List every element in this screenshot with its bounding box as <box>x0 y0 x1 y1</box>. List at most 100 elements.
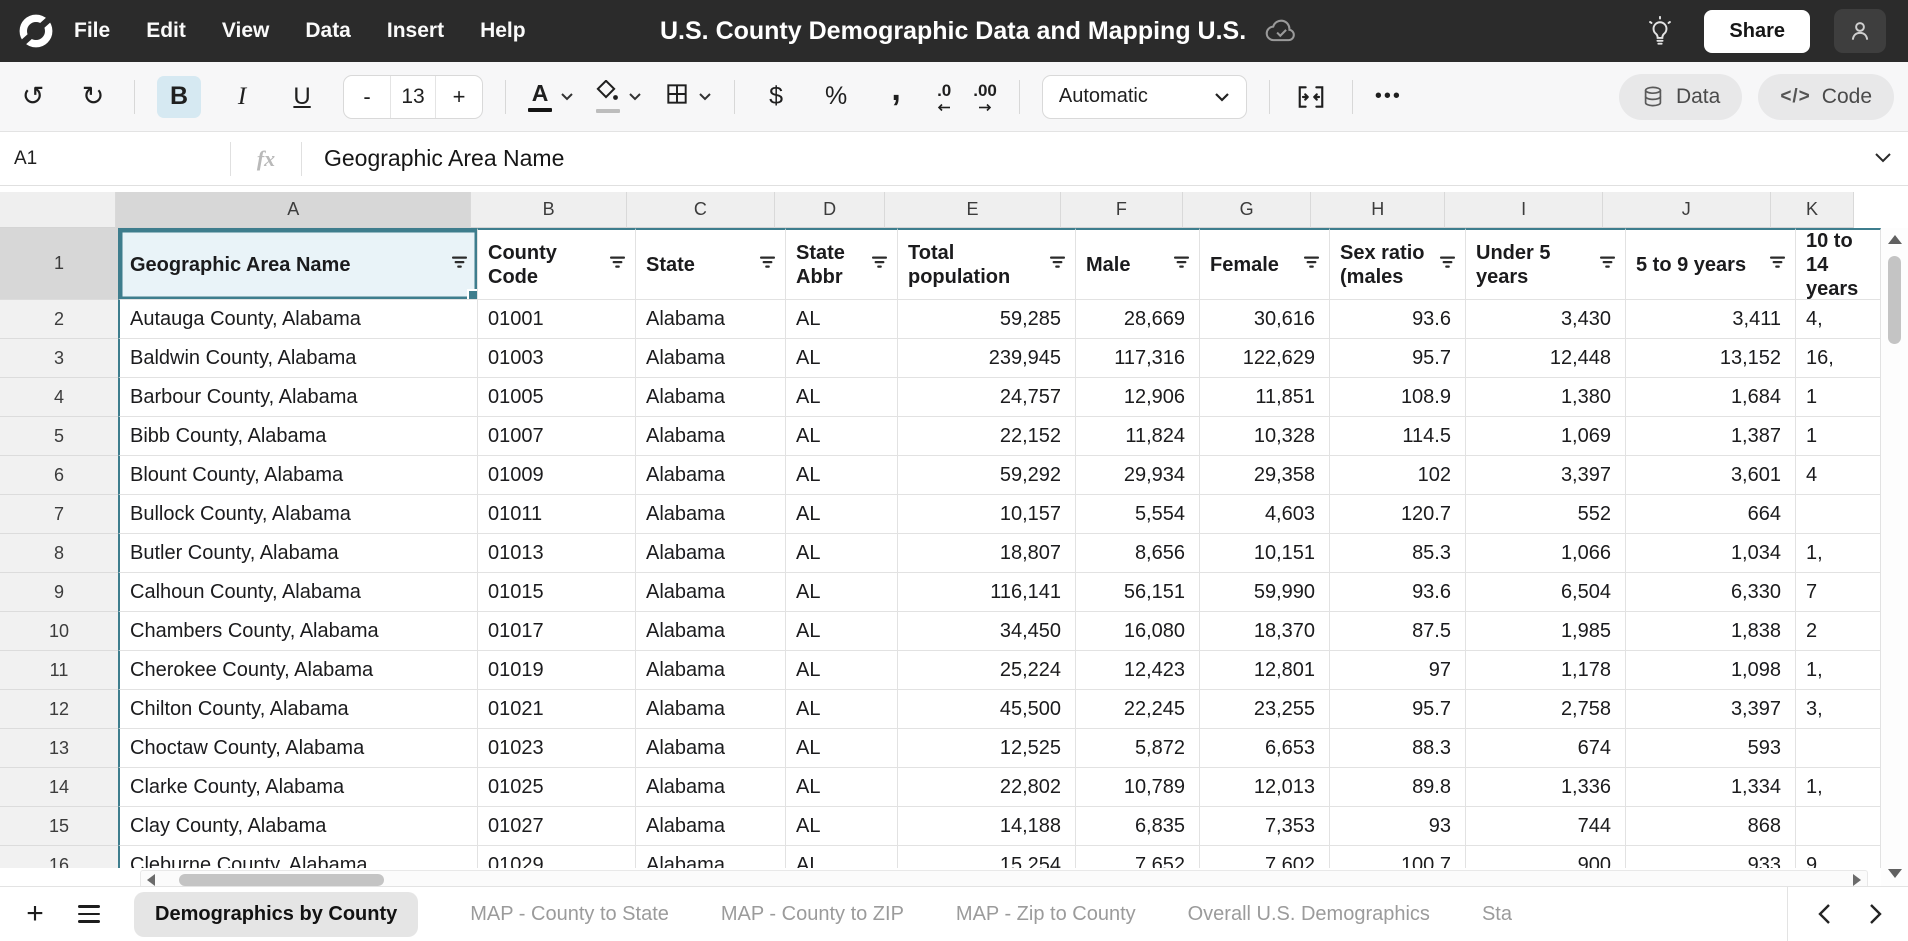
cell-C11[interactable]: Alabama <box>636 651 786 690</box>
menu-insert[interactable]: Insert <box>386 19 445 42</box>
document-title[interactable]: U.S. County Demographic Data and Mapping… <box>660 16 1247 45</box>
sheet-tab-demographics-by-county[interactable]: Demographics by County <box>134 891 419 937</box>
cell-H13[interactable]: 88.3 <box>1330 729 1466 768</box>
row-number-11[interactable]: 11 <box>0 651 118 690</box>
cell-A8[interactable]: Butler County, Alabama <box>118 534 478 573</box>
fill-color-button[interactable] <box>596 79 642 113</box>
number-format-dropdown[interactable]: Automatic <box>1041 74 1247 119</box>
cell-G15[interactable]: 7,353 <box>1200 807 1330 846</box>
cell-K13[interactable] <box>1796 729 1881 768</box>
redo-button[interactable]: ↻ <box>81 81 105 112</box>
column-header-D[interactable]: D <box>774 192 886 228</box>
increase-decimals-button[interactable]: .00 <box>973 81 997 112</box>
cell-H2[interactable]: 93.6 <box>1330 300 1466 339</box>
cell-E2[interactable]: 59,285 <box>898 300 1076 339</box>
fill-handle[interactable] <box>467 289 477 299</box>
cell-A13[interactable]: Choctaw County, Alabama <box>118 729 478 768</box>
row-number-9[interactable]: 9 <box>0 573 118 612</box>
cell-G11[interactable]: 12,801 <box>1200 651 1330 690</box>
cell-D6[interactable]: AL <box>786 456 898 495</box>
tab-scroll-right-icon[interactable] <box>1869 903 1882 925</box>
row-number-3[interactable]: 3 <box>0 339 118 378</box>
cell-J4[interactable]: 1,684 <box>1626 378 1796 417</box>
formula-input[interactable]: Geographic Area Name <box>324 145 565 171</box>
menu-view[interactable]: View <box>221 19 270 42</box>
cell-F15[interactable]: 6,835 <box>1076 807 1200 846</box>
cell-F13[interactable]: 5,872 <box>1076 729 1200 768</box>
cell-H12[interactable]: 95.7 <box>1330 690 1466 729</box>
row-number-7[interactable]: 7 <box>0 495 118 534</box>
row-number-16[interactable]: 16 <box>0 846 118 868</box>
cell-G10[interactable]: 18,370 <box>1200 612 1330 651</box>
cell-reference-box[interactable]: A1 <box>14 147 38 169</box>
header-cell-J1[interactable]: 5 to 9 years <box>1626 228 1796 300</box>
cell-E16[interactable]: 15,254 <box>898 846 1076 868</box>
cell-F5[interactable]: 11,824 <box>1076 417 1200 456</box>
sheet-tab-map-county-to-state[interactable]: MAP - County to State <box>470 902 669 925</box>
chevron-down-icon[interactable] <box>560 88 574 106</box>
cell-E7[interactable]: 10,157 <box>898 495 1076 534</box>
expand-formula-bar-chevron-icon[interactable] <box>1874 150 1892 168</box>
cell-B14[interactable]: 01025 <box>478 768 636 807</box>
cell-F9[interactable]: 56,151 <box>1076 573 1200 612</box>
row-number-14[interactable]: 14 <box>0 768 118 807</box>
header-cell-I1[interactable]: Under 5 years <box>1466 228 1626 300</box>
cell-G8[interactable]: 10,151 <box>1200 534 1330 573</box>
italic-button[interactable]: I <box>237 82 247 110</box>
cell-A3[interactable]: Baldwin County, Alabama <box>118 339 478 378</box>
cell-A12[interactable]: Chilton County, Alabama <box>118 690 478 729</box>
cell-B5[interactable]: 01007 <box>478 417 636 456</box>
cell-D14[interactable]: AL <box>786 768 898 807</box>
horizontal-scrollbar-thumb[interactable] <box>179 874 384 886</box>
bold-button[interactable]: B <box>157 75 202 118</box>
cell-H10[interactable]: 87.5 <box>1330 612 1466 651</box>
column-header-F[interactable]: F <box>1060 192 1184 228</box>
menu-help[interactable]: Help <box>480 19 526 42</box>
cell-A14[interactable]: Clarke County, Alabama <box>118 768 478 807</box>
cell-I10[interactable]: 1,985 <box>1466 612 1626 651</box>
cell-D15[interactable]: AL <box>786 807 898 846</box>
grid-corner[interactable] <box>0 192 117 228</box>
cell-I4[interactable]: 1,380 <box>1466 378 1626 417</box>
row-number-4[interactable]: 4 <box>0 378 118 417</box>
cell-K14[interactable]: 1, <box>1796 768 1881 807</box>
cell-J16[interactable]: 933 <box>1626 846 1796 868</box>
cell-I2[interactable]: 3,430 <box>1466 300 1626 339</box>
vertical-scrollbar[interactable] <box>1881 228 1908 886</box>
cell-K9[interactable]: 7 <box>1796 573 1881 612</box>
cell-C2[interactable]: Alabama <box>636 300 786 339</box>
cell-C6[interactable]: Alabama <box>636 456 786 495</box>
cell-E3[interactable]: 239,945 <box>898 339 1076 378</box>
currency-format-button[interactable]: $ <box>769 82 784 110</box>
cell-C13[interactable]: Alabama <box>636 729 786 768</box>
cell-G16[interactable]: 7,602 <box>1200 846 1330 868</box>
filter-icon[interactable] <box>1303 251 1320 275</box>
cell-E6[interactable]: 59,292 <box>898 456 1076 495</box>
cell-K6[interactable]: 4 <box>1796 456 1881 495</box>
cell-C7[interactable]: Alabama <box>636 495 786 534</box>
cell-H15[interactable]: 93 <box>1330 807 1466 846</box>
cell-F8[interactable]: 8,656 <box>1076 534 1200 573</box>
cell-I15[interactable]: 744 <box>1466 807 1626 846</box>
cell-G3[interactable]: 122,629 <box>1200 339 1330 378</box>
column-header-B[interactable]: B <box>471 192 627 228</box>
sheet-tab-map-county-to-zip[interactable]: MAP - County to ZIP <box>720 902 904 925</box>
cell-K3[interactable]: 16, <box>1796 339 1881 378</box>
cell-J8[interactable]: 1,034 <box>1626 534 1796 573</box>
cell-D12[interactable]: AL <box>786 690 898 729</box>
header-cell-K1[interactable]: 10 to 14 years <box>1796 228 1881 300</box>
cell-E11[interactable]: 25,224 <box>898 651 1076 690</box>
header-cell-C1[interactable]: State <box>636 228 786 300</box>
cell-J11[interactable]: 1,098 <box>1626 651 1796 690</box>
cell-A4[interactable]: Barbour County, Alabama <box>118 378 478 417</box>
add-sheet-button[interactable]: + <box>26 897 44 930</box>
cell-B3[interactable]: 01003 <box>478 339 636 378</box>
cell-F7[interactable]: 5,554 <box>1076 495 1200 534</box>
cell-C14[interactable]: Alabama <box>636 768 786 807</box>
cell-G5[interactable]: 10,328 <box>1200 417 1330 456</box>
more-options-button[interactable]: ••• <box>1374 85 1402 107</box>
cell-C4[interactable]: Alabama <box>636 378 786 417</box>
cell-K16[interactable]: 9 <box>1796 846 1881 868</box>
cell-G9[interactable]: 59,990 <box>1200 573 1330 612</box>
filter-icon[interactable] <box>871 251 888 275</box>
